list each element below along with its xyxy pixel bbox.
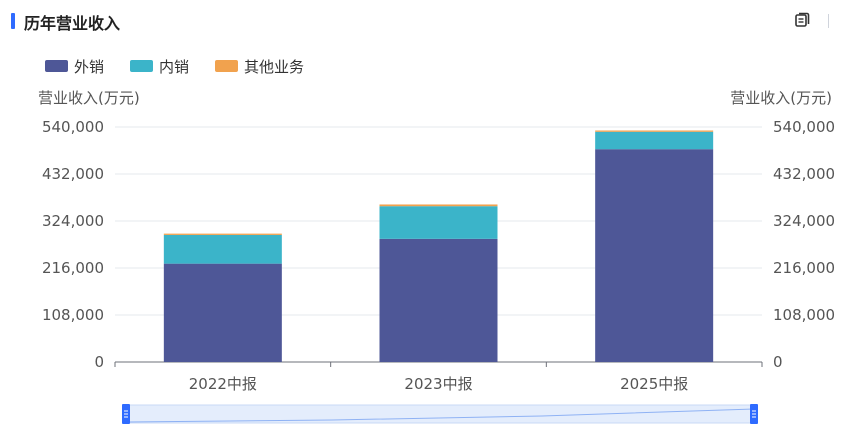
zoom-handle-right[interactable] [750,404,758,424]
panel-title: 历年营业收入 [24,14,121,33]
x-tick-label: 2023中报 [404,375,472,393]
bar-segment-export[interactable] [163,263,282,362]
bar-segment-export[interactable] [595,149,714,362]
y-tick-label-right: 540,000 [773,118,835,136]
y-tick-label-left: 216,000 [42,259,104,277]
bar-segment-other[interactable] [379,204,498,207]
legend-label-other: 其他业务 [244,57,305,76]
y-tick-label-left: 0 [94,353,104,371]
chart-legend: 外销 内销 其他业务 [45,54,330,78]
y-tick-label-right: 108,000 [773,306,835,324]
bar-segment-other[interactable] [163,233,282,235]
legend-item-other[interactable]: 其他业务 [215,56,304,77]
y-tick-label-left: 324,000 [42,212,104,230]
y-tick-label-left: 108,000 [42,306,104,324]
y-axis-title-right: 营业收入(万元) [730,89,832,107]
y-tick-label-right: 216,000 [773,259,835,277]
panel-header: 历年营业收入 [0,0,845,44]
axis-ticks: 0 0 108,000 108,000 216,000 216,000 324,000 324… [42,118,835,393]
y-tick-label-left: 540,000 [42,118,104,136]
legend-swatch-domestic [130,60,154,72]
bar-segment-other[interactable] [595,130,714,132]
bar-segment-domestic[interactable] [163,234,282,264]
bars [163,130,714,362]
x-tick-label: 2025中报 [620,375,688,393]
bar-segment-domestic[interactable] [595,131,714,150]
x-tick-label: 2022中报 [189,375,257,393]
y-tick-label-right: 324,000 [773,212,835,230]
legend-swatch-export [45,60,68,72]
title-accent-bar [11,13,15,29]
bar-segment-export[interactable] [379,238,498,362]
zoom-preview-line [125,408,755,423]
legend-label-domestic: 内销 [159,57,190,76]
y-tick-label-left: 432,000 [42,165,104,183]
y-axis-title-left: 营业收入(万元) [38,89,140,107]
zoom-handle-left[interactable] [122,404,130,424]
y-tick-label-right: 432,000 [773,165,835,183]
legend-swatch-other [215,60,239,72]
legend-item-domestic[interactable]: 内销 [130,56,189,77]
y-tick-label-right: 0 [773,353,783,371]
copy-icon[interactable] [793,11,811,29]
bar-segment-domestic[interactable] [379,206,498,239]
zoom-track [125,404,755,424]
revenue-chart: 营业收入(万元) 营业收入(万元) 0 0 108,000 108,000 216,00… [38,89,835,393]
data-zoom-slider[interactable] [122,403,758,425]
toolbar-divider [828,14,829,28]
legend-item-export[interactable]: 外销 [45,56,104,77]
legend-label-export: 外销 [74,57,105,76]
